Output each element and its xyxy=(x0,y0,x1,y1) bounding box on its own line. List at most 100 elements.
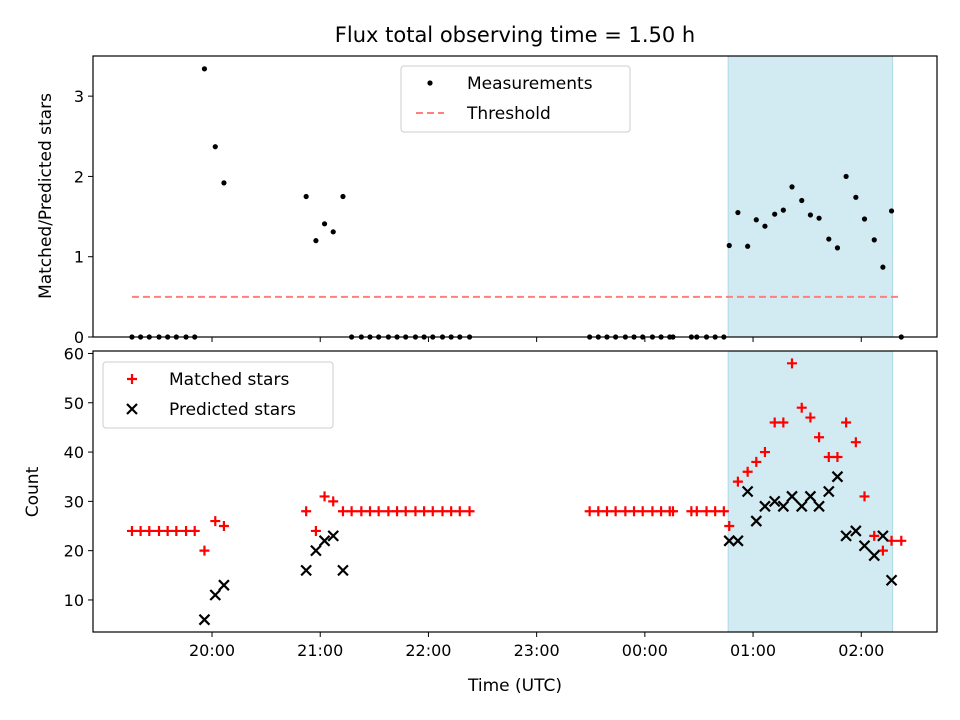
data-point xyxy=(154,525,165,536)
legend-label: Predicted stars xyxy=(169,400,296,420)
data-point xyxy=(868,549,881,562)
data-point xyxy=(301,506,312,517)
data-point xyxy=(593,506,604,517)
data-point xyxy=(759,500,771,513)
top-panel: 0 1 2 3 Measurements Threshold xyxy=(74,55,938,347)
data-point xyxy=(816,215,822,221)
x-tick-label: 02:00 xyxy=(838,641,884,660)
data-point xyxy=(330,229,336,235)
bottom-panel-y-axis-label: Count xyxy=(23,466,43,517)
data-point xyxy=(126,525,137,536)
data-point xyxy=(780,207,786,213)
chart-title: Flux total observing time = 1.50 h xyxy=(335,23,695,47)
bottom-legend-box xyxy=(102,361,334,429)
data-point xyxy=(885,574,898,587)
data-point xyxy=(777,500,790,513)
data-point xyxy=(768,495,781,508)
data-point xyxy=(745,243,751,249)
data-point xyxy=(337,564,349,577)
data-point xyxy=(814,432,825,443)
data-point xyxy=(735,209,741,216)
top-axes-frame xyxy=(92,55,938,338)
top-shaded-interval xyxy=(727,55,894,338)
data-point xyxy=(805,412,816,423)
data-point xyxy=(710,506,721,517)
data-point xyxy=(769,417,780,428)
data-point xyxy=(750,515,763,527)
data-point xyxy=(199,545,210,556)
data-point xyxy=(732,535,744,547)
data-point xyxy=(762,223,768,229)
top-y-tick-label: 1 xyxy=(74,248,84,267)
data-point xyxy=(789,184,795,190)
data-point xyxy=(667,506,678,517)
data-point xyxy=(724,521,735,532)
top-legend-box xyxy=(400,65,631,133)
data-point xyxy=(786,490,798,503)
data-point xyxy=(400,506,411,517)
data-point xyxy=(841,417,852,428)
data-point xyxy=(356,506,367,517)
data-point xyxy=(319,491,330,502)
legend-marker xyxy=(127,374,137,384)
data-point xyxy=(310,544,322,557)
data-point xyxy=(718,506,729,517)
data-point xyxy=(365,506,376,517)
legend-marker xyxy=(427,80,433,86)
data-point xyxy=(221,180,227,186)
x-tick-label: 20:00 xyxy=(189,641,235,660)
data-point xyxy=(321,221,328,227)
data-point xyxy=(629,506,640,517)
data-point xyxy=(840,530,852,542)
data-point xyxy=(886,535,897,546)
data-point xyxy=(888,208,895,214)
data-point xyxy=(464,506,475,517)
bottom-y-tick-label: 30 xyxy=(64,492,84,511)
x-tick-label: 22:00 xyxy=(405,641,451,660)
x-tick-label: 01:00 xyxy=(730,641,776,660)
data-point xyxy=(620,506,631,517)
data-point xyxy=(318,535,331,547)
data-point xyxy=(601,506,612,517)
bottom-shaded-interval xyxy=(727,350,894,633)
data-point xyxy=(210,516,221,527)
data-point xyxy=(135,525,146,536)
data-point xyxy=(831,470,844,483)
data-point xyxy=(843,173,849,180)
bottom-series-predicted-stars xyxy=(198,470,898,626)
data-point xyxy=(427,506,438,517)
data-point xyxy=(446,506,457,517)
data-point xyxy=(896,535,907,546)
data-point xyxy=(584,506,595,517)
bottom-series-matched-stars xyxy=(126,358,907,556)
data-point xyxy=(212,144,218,150)
top-y-tick-label: 3 xyxy=(74,87,84,106)
top-y-tick-label: 0 xyxy=(74,328,84,347)
data-point xyxy=(437,506,448,517)
data-point xyxy=(144,525,155,536)
x-tick-label: 00:00 xyxy=(622,641,668,660)
data-point xyxy=(853,194,859,200)
data-point xyxy=(813,500,825,513)
x-tick-label: 23:00 xyxy=(514,641,560,660)
data-point xyxy=(313,238,319,244)
legend-label: Matched stars xyxy=(169,370,289,390)
data-point xyxy=(201,66,208,72)
legend-label: Measurements xyxy=(467,74,593,94)
data-point xyxy=(181,525,192,536)
data-point xyxy=(647,506,658,517)
data-point xyxy=(832,451,843,462)
data-point xyxy=(796,402,807,413)
data-point xyxy=(171,525,182,536)
data-point xyxy=(795,500,808,513)
data-point xyxy=(373,506,384,517)
data-point xyxy=(772,211,778,217)
data-point xyxy=(880,264,886,270)
data-point xyxy=(328,496,339,507)
legend-label: Threshold xyxy=(466,104,551,124)
data-point xyxy=(834,245,841,251)
top-legend: Measurements Threshold xyxy=(400,65,631,133)
data-point xyxy=(877,545,888,556)
data-point xyxy=(327,530,339,542)
data-point xyxy=(850,437,861,448)
